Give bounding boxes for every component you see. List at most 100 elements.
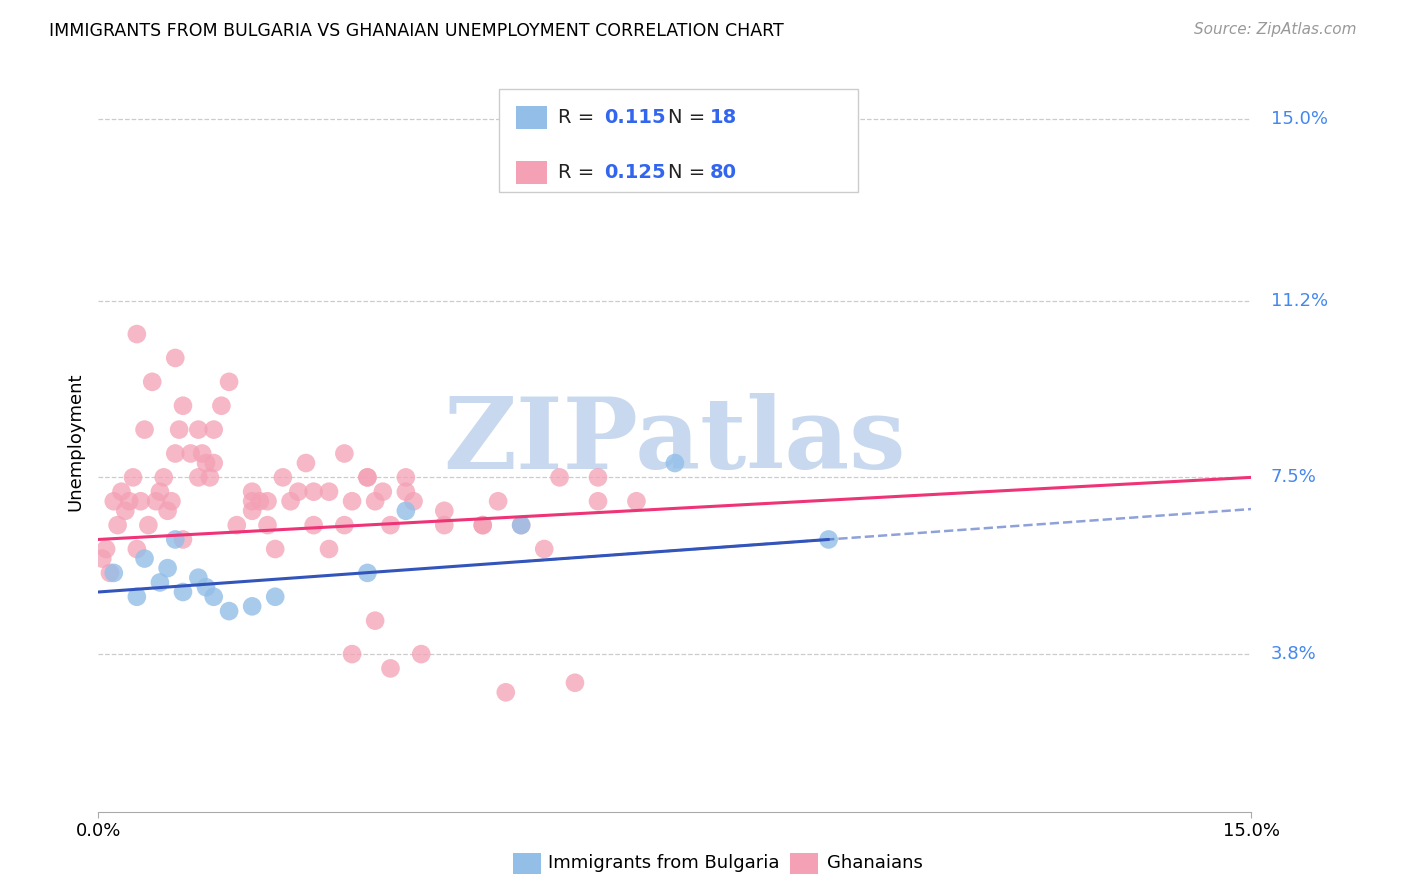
Point	[664, 456, 686, 470]
Point	[218, 604, 240, 618]
Point	[141, 375, 163, 389]
Point	[160, 494, 183, 508]
Text: 18: 18	[710, 108, 737, 128]
Point	[129, 494, 152, 508]
Text: Source: ZipAtlas.com: Source: ZipAtlas.com	[1194, 22, 1357, 37]
Point	[172, 585, 194, 599]
Point	[402, 494, 425, 508]
Text: 0.115: 0.115	[605, 108, 666, 128]
Text: Immigrants from Bulgaria: Immigrants from Bulgaria	[548, 855, 780, 872]
Point	[395, 484, 418, 499]
Point	[510, 518, 533, 533]
Point	[586, 470, 609, 484]
Point	[256, 518, 278, 533]
Point	[626, 494, 648, 508]
Text: 80: 80	[710, 162, 737, 182]
Point	[302, 518, 325, 533]
Point	[156, 504, 179, 518]
Point	[471, 518, 494, 533]
Point	[395, 470, 418, 484]
Text: 0.125: 0.125	[605, 162, 666, 182]
Point	[94, 541, 117, 556]
Point	[380, 518, 402, 533]
Point	[356, 470, 378, 484]
Point	[340, 647, 363, 661]
Point	[165, 446, 187, 460]
Point	[107, 518, 129, 533]
Point	[240, 494, 263, 508]
Point	[271, 470, 294, 484]
Point	[191, 446, 214, 460]
Point	[256, 494, 278, 508]
Point	[471, 518, 494, 533]
Point	[287, 484, 309, 499]
Point	[122, 470, 145, 484]
Point	[433, 504, 456, 518]
Point	[249, 494, 271, 508]
Point	[548, 470, 571, 484]
Point	[172, 533, 194, 547]
Point	[209, 399, 232, 413]
Text: N =: N =	[668, 162, 711, 182]
Point	[586, 494, 609, 508]
Point	[172, 399, 194, 413]
Point	[134, 551, 156, 566]
Point	[103, 566, 125, 580]
Point	[533, 541, 555, 556]
Point	[114, 504, 136, 518]
Point	[411, 647, 433, 661]
Point	[202, 456, 225, 470]
Point	[264, 590, 287, 604]
Point	[741, 169, 763, 184]
Point	[333, 446, 356, 460]
Point	[202, 423, 225, 437]
Point	[180, 446, 202, 460]
Point	[356, 470, 378, 484]
Point	[103, 494, 125, 508]
Point	[318, 484, 340, 499]
Point	[240, 599, 263, 614]
Point	[156, 561, 179, 575]
Point	[240, 504, 263, 518]
Point	[134, 423, 156, 437]
Point	[125, 590, 148, 604]
Point	[295, 456, 318, 470]
Point	[364, 494, 387, 508]
Point	[318, 541, 340, 556]
Y-axis label: Unemployment: Unemployment	[66, 372, 84, 511]
Point	[371, 484, 394, 499]
Point	[138, 518, 160, 533]
Point	[302, 484, 325, 499]
Point	[110, 484, 132, 499]
Point	[264, 541, 287, 556]
Point	[564, 675, 586, 690]
Point	[395, 504, 418, 518]
Point	[433, 518, 456, 533]
Point	[118, 494, 141, 508]
Point	[218, 375, 240, 389]
Point	[195, 580, 218, 594]
Text: N =: N =	[668, 108, 711, 128]
Text: R =: R =	[558, 108, 600, 128]
Point	[356, 566, 378, 580]
Point	[333, 518, 356, 533]
Point	[149, 484, 172, 499]
Point	[380, 661, 402, 675]
Point	[198, 470, 221, 484]
Text: IMMIGRANTS FROM BULGARIA VS GHANAIAN UNEMPLOYMENT CORRELATION CHART: IMMIGRANTS FROM BULGARIA VS GHANAIAN UNE…	[49, 22, 785, 40]
Point	[195, 456, 218, 470]
Point	[817, 533, 839, 547]
Point	[145, 494, 167, 508]
Text: Ghanaians: Ghanaians	[827, 855, 922, 872]
Point	[340, 494, 363, 508]
Point	[98, 566, 121, 580]
Point	[91, 551, 114, 566]
Text: R =: R =	[558, 162, 600, 182]
Point	[187, 571, 209, 585]
Point	[125, 541, 148, 556]
Point	[280, 494, 302, 508]
Point	[149, 575, 172, 590]
Point	[510, 518, 533, 533]
Point	[187, 470, 209, 484]
Text: 11.2%: 11.2%	[1271, 292, 1327, 310]
